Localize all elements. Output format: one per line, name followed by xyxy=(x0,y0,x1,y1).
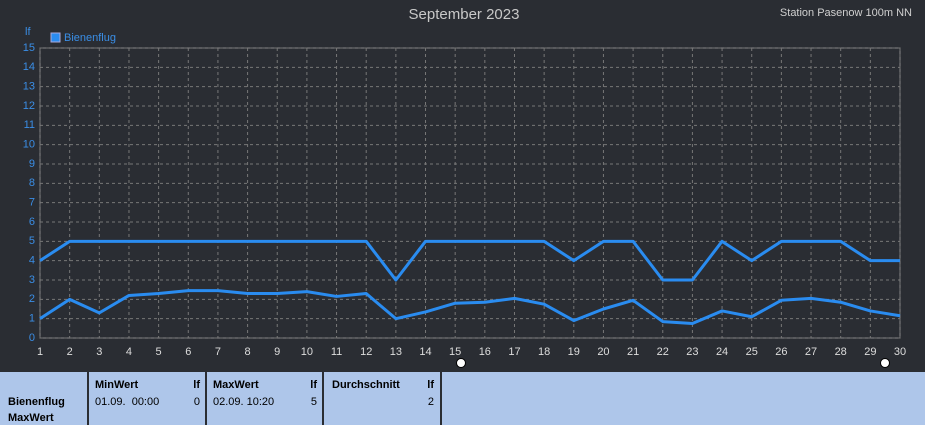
y-tick-label: 15 xyxy=(23,42,35,54)
y-tick-label: 9 xyxy=(29,158,35,170)
x-tick-label: 14 xyxy=(419,346,431,358)
column-header: MaxWert xyxy=(213,379,259,391)
x-tick-label: 20 xyxy=(597,346,609,358)
x-tick-label: 23 xyxy=(686,346,698,358)
x-tick-label: 15 xyxy=(449,346,461,358)
y-tick-label: 12 xyxy=(23,100,35,112)
y-tick-label: 2 xyxy=(29,293,35,305)
column-header: Durchschnitt xyxy=(332,379,400,391)
x-tick-label: 25 xyxy=(746,346,758,358)
summary-table: Bienenflug MaxWert MinWert lf 01.09. 00:… xyxy=(0,372,925,425)
x-tick-label: 18 xyxy=(538,346,550,358)
plot-frame xyxy=(39,47,901,339)
chart: September 2023 Station Pasenow 100m NN l… xyxy=(23,6,912,368)
station-label: Station Pasenow 100m NN xyxy=(780,7,912,19)
y-tick-label: 13 xyxy=(23,81,35,93)
y-tick-label: 1 xyxy=(29,313,35,325)
x-tick-label: 6 xyxy=(185,346,191,358)
x-tick-label: 7 xyxy=(215,346,221,358)
x-tick-label: 10 xyxy=(301,346,313,358)
x-tick-label: 8 xyxy=(245,346,251,358)
y-tick-label: 10 xyxy=(23,139,35,151)
y-tick-label: 6 xyxy=(29,216,35,228)
legend-label: Bienenflug xyxy=(64,32,116,44)
x-tick-label: 24 xyxy=(716,346,728,358)
unit: lf xyxy=(310,379,317,391)
chart-title: September 2023 xyxy=(409,6,520,23)
legend-swatch xyxy=(50,32,61,43)
y-tick-label: 0 xyxy=(29,332,35,344)
x-tick-label: 11 xyxy=(331,346,342,358)
x-tick-label: 22 xyxy=(657,346,669,358)
x-tick-label: 3 xyxy=(96,346,102,358)
marker-icon xyxy=(880,358,890,368)
x-tick-label: 12 xyxy=(360,346,372,358)
y-tick-label: 11 xyxy=(24,119,35,131)
x-tick-label: 1 xyxy=(37,346,43,358)
x-tick-label: 17 xyxy=(508,346,520,358)
x-tick-label: 21 xyxy=(627,346,639,358)
column: Durchschnitt lf 2 xyxy=(322,372,442,425)
y-tick-label: 7 xyxy=(29,197,35,209)
value: 0 xyxy=(193,396,200,408)
x-tick-label: 9 xyxy=(274,346,280,358)
unit: lf xyxy=(193,379,200,391)
x-tick-label: 29 xyxy=(864,346,876,358)
row-label: MaxWert xyxy=(8,412,54,424)
marker-icon xyxy=(456,358,466,368)
x-tick-label: 28 xyxy=(835,346,847,358)
x-tick-label: 27 xyxy=(805,346,817,358)
time: 01.09. 00:00 xyxy=(95,396,160,408)
value: 2 xyxy=(427,396,434,408)
x-tick-label: 19 xyxy=(568,346,580,358)
column: MaxWert lf 02.09. 10:20 5 xyxy=(205,372,323,425)
y-tick-label: 5 xyxy=(29,235,35,247)
x-tick-label: 13 xyxy=(390,346,402,358)
y-tick-label: 14 xyxy=(23,61,35,73)
y-axis-label: lf xyxy=(25,26,31,38)
y-tick-label: 3 xyxy=(29,274,35,286)
x-tick-label: 2 xyxy=(67,346,73,358)
x-tick-label: 16 xyxy=(479,346,491,358)
x-tick-label: 26 xyxy=(775,346,787,358)
value: 5 xyxy=(310,396,317,408)
unit: lf xyxy=(427,379,434,391)
x-tick-label: 5 xyxy=(156,346,162,358)
row-label: Bienenflug xyxy=(8,396,65,408)
column-header: MinWert xyxy=(95,379,139,391)
x-tick-label: 30 xyxy=(894,346,906,358)
time: 02.09. 10:20 xyxy=(213,396,275,408)
column: MinWert lf 01.09. 00:00 0 xyxy=(87,372,206,425)
y-tick-label: 4 xyxy=(29,255,35,267)
data-line xyxy=(39,239,900,282)
data-line xyxy=(39,289,901,325)
x-tick-label: 4 xyxy=(126,346,132,358)
y-tick-label: 8 xyxy=(29,177,35,189)
